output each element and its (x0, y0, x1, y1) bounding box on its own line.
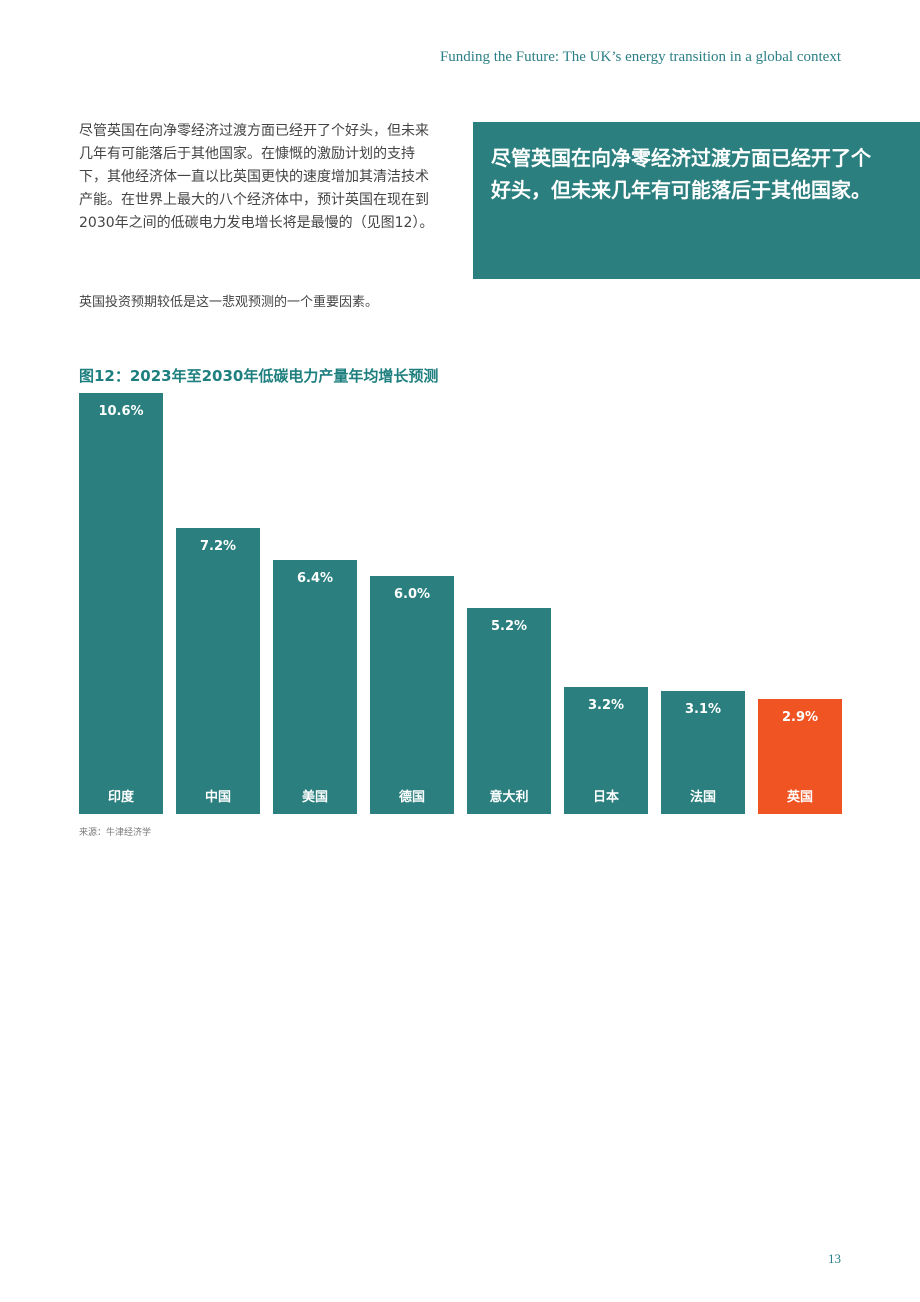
bar-category-label: 意大利 (489, 790, 529, 805)
bar-value-label: 5.2% (490, 619, 528, 634)
bar-4: 5.2% 意大利 (467, 608, 551, 814)
bar-1: 7.2% 中国 (176, 528, 260, 814)
bar-2: 6.4% 美国 (273, 560, 357, 814)
bar-chart: 10.6% 印度 7.2% 中国 6.4% 美国 6.0% 德国 5.2% 意大利 3.2% 日本 3.… (79, 393, 842, 814)
bar-value-label: 3.1% (684, 702, 722, 717)
body-paragraph-2: 英国投资预期较低是这一悲观预测的一个重要因素。 (79, 295, 379, 310)
pull-quote-text: 尽管英国在向净零经济过渡方面已经开了个好头，但未来几年有可能落后于其他国家。 (491, 146, 871, 202)
pull-quote-box: 尽管英国在向净零经济过渡方面已经开了个好头，但未来几年有可能落后于其他国家。 (473, 122, 920, 279)
chart-source: 来源：牛津经济学 (79, 828, 152, 838)
bar-6: 3.1% 法国 (661, 691, 745, 814)
bar-category-label: 法国 (689, 790, 716, 805)
bar-category-label: 德国 (398, 790, 425, 805)
body-paragraph: 尽管英国在向净零经济过渡方面已经开了个好头，但未来几年有可能落后于其他国家。在慷… (79, 123, 434, 231)
bar-7: 2.9% 英国 (758, 699, 842, 814)
bar-category-label: 英国 (786, 790, 813, 805)
bar-value-label: 3.2% (587, 698, 625, 713)
running-header: Funding the Future: The UK’s energy tran… (439, 49, 841, 65)
bar-value-label: 6.0% (393, 587, 431, 602)
bar-category-label: 日本 (592, 790, 619, 805)
bar-value-label: 2.9% (781, 710, 819, 725)
bar-0: 10.6% 印度 (79, 393, 163, 814)
bar-value-label: 6.4% (296, 571, 334, 586)
bar-category-label: 中国 (204, 790, 231, 805)
page-number: 13 (828, 1251, 841, 1266)
bar-category-label: 美国 (301, 790, 328, 805)
bar-3: 6.0% 德国 (370, 576, 454, 814)
bar-5: 3.2% 日本 (564, 687, 648, 814)
chart-title: 图12：2023年至2030年低碳电力产量年均增长预测 (79, 367, 439, 385)
bar-value-label: 7.2% (199, 539, 237, 554)
bar-category-label: 印度 (107, 790, 134, 805)
bar-value-label: 10.6% (98, 404, 144, 419)
